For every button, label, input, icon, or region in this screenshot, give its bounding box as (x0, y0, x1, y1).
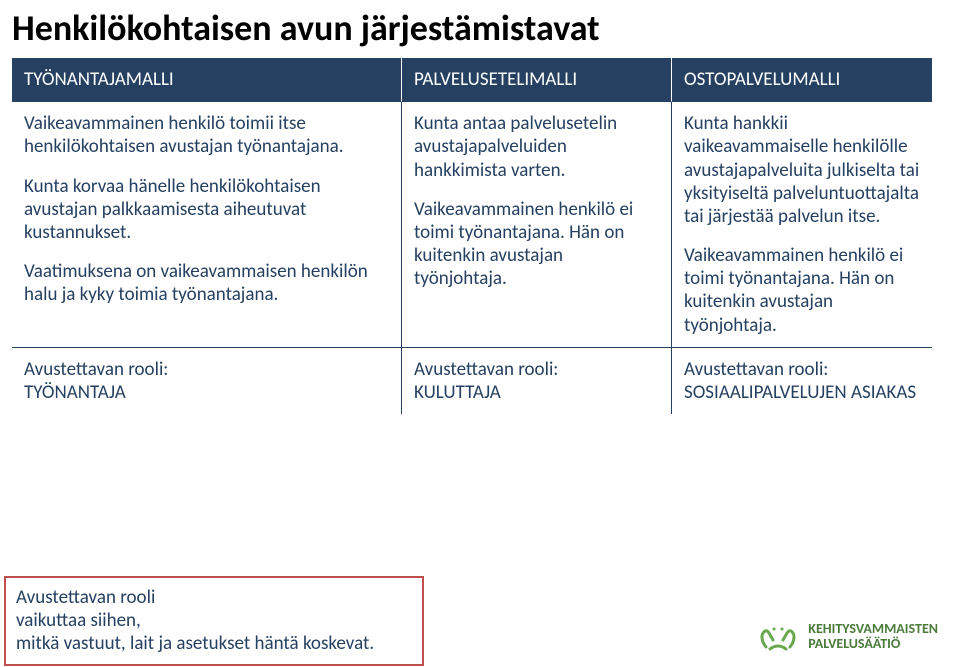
models-table: TYÖNANTAJAMALLI PALVELUSETELIMALLI OSTOP… (12, 58, 948, 414)
role-label: Avustettavan rooli: (24, 358, 389, 381)
cell-role-1: Avustettavan rooli: TYÖNANTAJA (12, 348, 402, 414)
callout-line: Avustettavan rooli (16, 586, 412, 609)
role-label: Avustettavan rooli: (414, 358, 659, 381)
para: Kunta korvaa hänelle henkilökohtaisen av… (24, 175, 389, 245)
callout-box: Avustettavan rooli vaikuttaa siihen, mit… (4, 576, 424, 666)
cell-desc-2: Kunta antaa palvelusetelin avustajapalve… (402, 102, 672, 348)
role-value: TYÖNANTAJA (24, 381, 389, 404)
role-value: SOSIAALIPALVELUJEN ASIAKAS (684, 381, 920, 404)
para: Vaatimuksena on vaikeavammaisen henkilön… (24, 260, 389, 306)
cell-role-3: Avustettavan rooli: SOSIAALIPALVELUJEN A… (672, 348, 932, 414)
role-value: KULUTTAJA (414, 381, 659, 404)
page-title: Henkilökohtaisen avun järjestämistavat (0, 0, 960, 58)
col-header-3: OSTOPALVELUMALLI (672, 58, 932, 102)
logo-line-2: PALVELUSÄÄTIÖ (808, 637, 938, 652)
para: Vaikeavammainen henkilö ei toimi työnant… (684, 244, 920, 337)
hands-icon (754, 613, 802, 661)
cell-role-2: Avustettavan rooli: KULUTTAJA (402, 348, 672, 414)
para: Kunta hankkii vaikeavammaiselle henkilöl… (684, 112, 920, 228)
para: Vaikeavammainen henkilö toimii itse henk… (24, 112, 389, 158)
role-label: Avustettavan rooli: (684, 358, 920, 381)
para: Kunta antaa palvelusetelin avustajapalve… (414, 112, 659, 182)
callout-line: mitkä vastuut, lait ja asetukset häntä k… (16, 632, 412, 655)
footer-logo: KEHITYSVAMMAISTEN PALVELUSÄÄTIÖ (754, 613, 938, 661)
para: Vaikeavammainen henkilö ei toimi työnant… (414, 198, 659, 291)
cell-desc-3: Kunta hankkii vaikeavammaiselle henkilöl… (672, 102, 932, 348)
col-header-1: TYÖNANTAJAMALLI (12, 58, 402, 102)
logo-text: KEHITYSVAMMAISTEN PALVELUSÄÄTIÖ (808, 622, 938, 651)
callout-line: vaikuttaa siihen, (16, 609, 412, 632)
col-header-2: PALVELUSETELIMALLI (402, 58, 672, 102)
cell-desc-1: Vaikeavammainen henkilö toimii itse henk… (12, 102, 402, 348)
